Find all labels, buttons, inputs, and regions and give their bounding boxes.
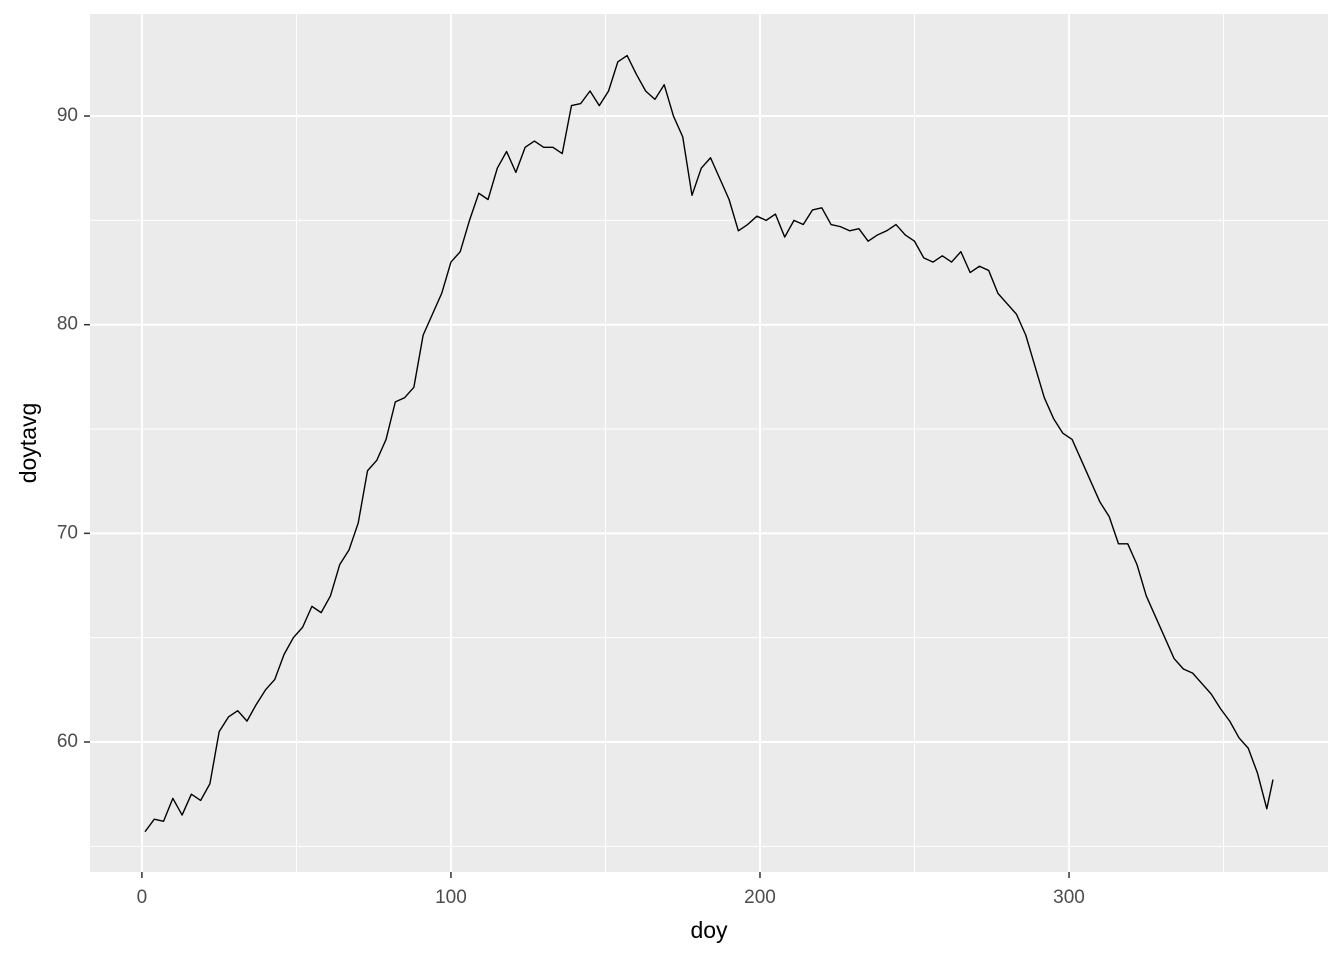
y-tick-label: 70: [57, 522, 78, 543]
y-axis-title: doytavg: [15, 403, 41, 484]
x-axis-title: doy: [690, 917, 728, 943]
y-tick-label: 60: [57, 731, 78, 752]
marks: [144, 54, 1274, 833]
y-tick-label: 90: [57, 105, 78, 126]
grid: [90, 14, 1328, 872]
x-tick-label: 0: [137, 887, 148, 908]
y-tick-label: 80: [57, 314, 78, 335]
x-tick-label: 200: [744, 887, 776, 908]
line: [144, 54, 1274, 833]
panel: [90, 14, 1328, 872]
x-tick-label: 300: [1053, 887, 1085, 908]
x-tick-label: 100: [435, 887, 467, 908]
